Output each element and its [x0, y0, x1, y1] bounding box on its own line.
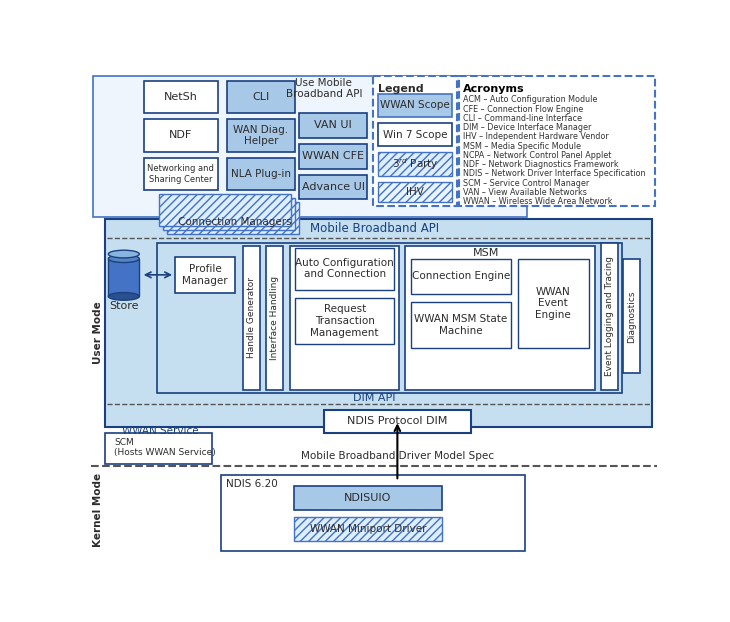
Bar [227, 158, 295, 190]
Bar [294, 517, 442, 541]
Text: WWAN CFE: WWAN CFE [302, 151, 364, 161]
Bar [227, 119, 295, 152]
Text: Use Mobile
Broadband API: Use Mobile Broadband API [285, 78, 362, 100]
Bar [410, 302, 511, 348]
Bar [602, 243, 618, 391]
Text: CLI: CLI [253, 92, 269, 102]
Text: MSM – Media Specific Module: MSM – Media Specific Module [464, 142, 581, 151]
Text: Win 7 Scope: Win 7 Scope [383, 130, 447, 140]
Bar [410, 259, 511, 294]
Bar [243, 246, 260, 391]
Bar [378, 152, 453, 175]
Bar [378, 94, 453, 117]
Bar [291, 246, 399, 391]
Text: NDISUIO: NDISUIO [345, 493, 391, 503]
Text: Event Logging and Tracing: Event Logging and Tracing [605, 256, 614, 376]
Text: SCM – Service Control Manager: SCM – Service Control Manager [464, 179, 590, 188]
Bar [144, 119, 218, 152]
Text: NCPA – Network Control Panel Applet: NCPA – Network Control Panel Applet [464, 151, 612, 160]
Bar [299, 144, 367, 169]
Text: WWAN
Event
Engine: WWAN Event Engine [535, 287, 571, 320]
Bar [164, 198, 295, 230]
Text: User Mode: User Mode [93, 301, 103, 364]
Bar [227, 81, 295, 113]
Text: IHV: IHV [407, 187, 424, 197]
Ellipse shape [108, 292, 139, 300]
Bar [144, 158, 218, 190]
Text: WAN Diag.
Helper: WAN Diag. Helper [234, 124, 288, 146]
Text: VAN UI: VAN UI [314, 121, 352, 131]
Text: CFE – Connection Flow Engine: CFE – Connection Flow Engine [464, 104, 583, 114]
Ellipse shape [108, 250, 139, 258]
Text: ACM – Auto Configuration Module: ACM – Auto Configuration Module [464, 95, 598, 104]
Text: MSM: MSM [473, 248, 500, 258]
Text: VAN – View Available Networks: VAN – View Available Networks [464, 188, 587, 197]
Bar [518, 259, 589, 348]
Bar [323, 410, 471, 433]
Bar [167, 202, 299, 234]
Text: Legend: Legend [378, 84, 423, 94]
Text: NetSh: NetSh [164, 92, 197, 102]
Bar [93, 76, 527, 217]
Text: Connection Engine: Connection Engine [412, 271, 510, 281]
Bar [108, 259, 139, 297]
Text: Handle Generator: Handle Generator [247, 277, 256, 358]
Bar [159, 194, 291, 226]
Text: WWAN Scope: WWAN Scope [380, 100, 450, 111]
Text: IHV – Independent Hardware Vendor: IHV – Independent Hardware Vendor [464, 132, 609, 141]
Bar [299, 175, 367, 200]
Bar [144, 81, 218, 113]
Text: SCM
(Hosts WWAN Service): SCM (Hosts WWAN Service) [115, 438, 216, 457]
Bar [458, 76, 656, 205]
Text: NDIS Protocol DIM: NDIS Protocol DIM [347, 416, 447, 426]
Text: Interface Handling: Interface Handling [270, 276, 280, 360]
Bar [295, 298, 394, 344]
Text: DIM API: DIM API [353, 393, 396, 403]
Text: 3$^{rd}$ Party: 3$^{rd}$ Party [392, 156, 439, 172]
Text: NDF: NDF [169, 131, 192, 141]
Bar [378, 123, 453, 146]
Text: Diagnostics: Diagnostics [627, 290, 636, 343]
Bar [294, 486, 442, 511]
Text: Mobile Broadband API: Mobile Broadband API [310, 222, 439, 235]
Bar [221, 475, 526, 550]
Text: WWAN Miniport Driver: WWAN Miniport Driver [310, 524, 426, 534]
Text: Auto Configuration
and Connection: Auto Configuration and Connection [296, 258, 394, 279]
Text: Profile
Manager: Profile Manager [182, 264, 228, 285]
Text: Advance UI: Advance UI [301, 182, 364, 192]
Text: Mobile Broadband Driver Model Spec: Mobile Broadband Driver Model Spec [301, 451, 494, 461]
Text: Networking and
Sharing Center: Networking and Sharing Center [147, 164, 214, 183]
Text: DIM – Device Interface Manager: DIM – Device Interface Manager [464, 123, 591, 132]
Text: NDF – Network Diagnostics Framework: NDF – Network Diagnostics Framework [464, 160, 619, 169]
Bar [299, 113, 367, 138]
Text: WWAN MSM State
Machine: WWAN MSM State Machine [415, 314, 507, 336]
Bar [175, 257, 235, 292]
Text: Kernel Mode: Kernel Mode [93, 473, 103, 547]
Bar [295, 248, 394, 290]
Text: Connection Managers: Connection Managers [178, 217, 291, 227]
Bar [266, 246, 283, 391]
Bar [623, 259, 640, 373]
Bar [157, 243, 622, 392]
Text: WWAN – Wireless Wide Area Network: WWAN – Wireless Wide Area Network [464, 197, 612, 206]
Bar [105, 434, 212, 464]
Text: NDIS 6.20: NDIS 6.20 [226, 479, 278, 489]
Ellipse shape [108, 255, 139, 262]
Bar [373, 76, 457, 205]
Bar [105, 220, 653, 427]
Bar [405, 246, 595, 391]
Text: Store: Store [109, 300, 139, 310]
Text: NDIS – Network Driver Interface Specification: NDIS – Network Driver Interface Specific… [464, 169, 646, 179]
Text: WWAN Service: WWAN Service [122, 426, 199, 436]
Text: Request
Transaction
Management: Request Transaction Management [310, 304, 379, 338]
Text: CLI – Command-line Interface: CLI – Command-line Interface [464, 114, 583, 123]
Bar [378, 182, 453, 202]
Text: NLA Plug-in: NLA Plug-in [231, 169, 291, 179]
Text: Acronyms: Acronyms [464, 84, 525, 94]
